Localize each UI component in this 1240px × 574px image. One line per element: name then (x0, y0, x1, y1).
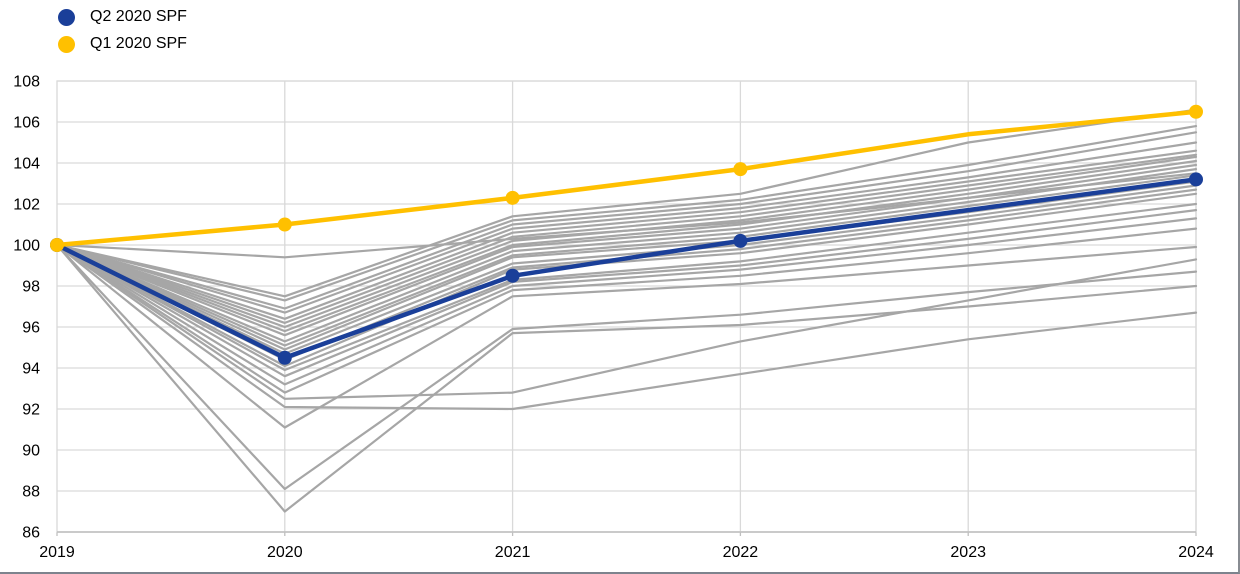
series-marker-q2-2020-spf (277, 350, 292, 365)
y-tick-label: 90 (22, 443, 40, 460)
y-tick-label: 108 (13, 74, 40, 91)
legend-label-q2: Q2 2020 SPF (90, 8, 187, 25)
legend-label-q1: Q1 2020 SPF (90, 35, 187, 52)
y-tick-label: 86 (22, 525, 40, 542)
series-line-forecaster-02 (55, 108, 1198, 298)
legend-item-q2-2020-spf: Q2 2020 SPF (58, 6, 187, 28)
series-line-forecaster-11 (55, 168, 1198, 343)
series-line-forecaster-22 (55, 243, 1198, 411)
series-line-forecaster-17 (55, 202, 1198, 372)
x-tick-label: 2024 (1178, 544, 1214, 561)
series-marker-q2-2020-spf (733, 233, 748, 248)
x-tick-label: 2021 (495, 544, 531, 561)
y-tick-label: 100 (13, 238, 40, 255)
series-line-forecaster-19 (55, 217, 1198, 386)
series-marker-q2-2020-spf (505, 268, 520, 283)
series-line-forecaster-16 (55, 192, 1198, 368)
y-tick-label: 92 (22, 402, 40, 419)
series-line-forecaster-09 (55, 159, 1198, 333)
series-line-forecaster-08 (55, 155, 1198, 329)
y-tick-label: 98 (22, 279, 40, 296)
y-tick-label: 106 (13, 115, 40, 132)
legend-item-q1-2020-spf: Q1 2020 SPF (58, 33, 187, 55)
series-line-forecaster-24 (55, 243, 1198, 491)
series-line-forecaster-14 (55, 184, 1198, 355)
series-line-forecaster-10 (55, 163, 1198, 337)
y-tick-label: 94 (22, 361, 40, 378)
series-marker-q1-2020-spf (733, 162, 748, 177)
x-tick-label: 2019 (39, 544, 75, 561)
series-line-forecaster-06 (55, 149, 1198, 320)
x-tick-label: 2020 (267, 544, 303, 561)
series-marker-q1-2020-spf (1189, 104, 1203, 119)
series-marker-q2-2020-spf (1189, 172, 1203, 187)
series-line-forecaster-07 (55, 153, 1198, 324)
series-line-forecaster-03 (55, 125, 1198, 302)
series-marker-q1-2020-spf (277, 217, 292, 232)
series-line-forecaster-12 (55, 174, 1198, 347)
series-line-forecaster-25 (55, 243, 1198, 513)
legend-dot-q1-icon (58, 35, 75, 53)
series-line-forecaster-23 (55, 243, 1198, 429)
y-tick-label: 102 (13, 197, 40, 214)
y-tick-label: 104 (13, 156, 40, 173)
y-tick-label: 88 (22, 484, 40, 501)
x-tick-label: 2023 (950, 544, 986, 561)
x-tick-label: 2022 (723, 544, 759, 561)
series-marker-q1-2020-spf (505, 190, 520, 205)
series-line-forecaster-18 (55, 209, 1198, 378)
series-line-forecaster-20 (55, 227, 1198, 394)
series-line-forecaster-21 (55, 243, 1198, 400)
legend-dot-q2-icon (58, 8, 75, 26)
series-line-q1-2020-spf (54, 109, 1199, 248)
series-marker-q1-2020-spf (50, 238, 64, 252)
y-tick-label: 96 (22, 320, 40, 337)
series-line-forecaster-13 (55, 180, 1198, 351)
series-line-q2-2020-spf (54, 177, 1199, 361)
chart-legend: Q2 2020 SPF Q1 2020 SPF (58, 6, 187, 55)
series-line-forecaster-05 (55, 141, 1198, 314)
series-line-forecaster-04 (55, 131, 1198, 310)
